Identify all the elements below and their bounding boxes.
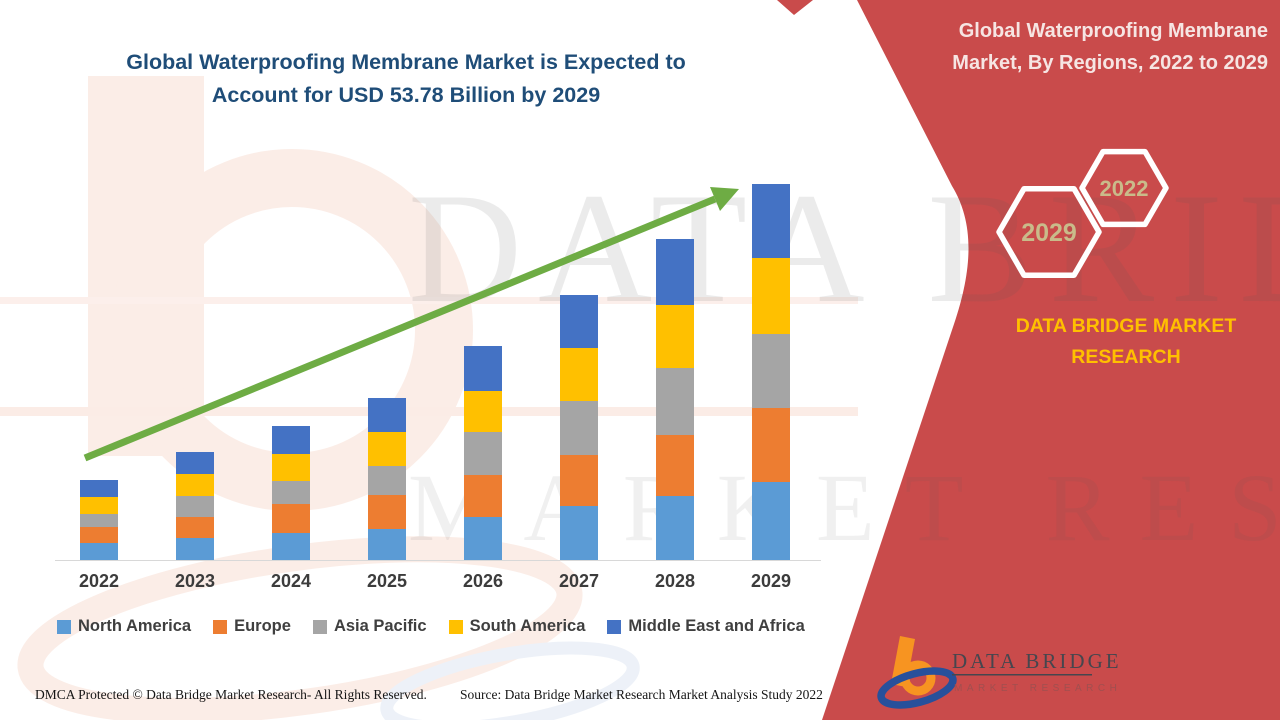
- x-axis-label-2023: 2023: [174, 571, 216, 591]
- legend-item-middle-east-and-africa: Middle East and Africa: [607, 617, 805, 636]
- bar-2023-segment-europe: [176, 517, 214, 539]
- bar-2025-segment-europe: [368, 494, 406, 530]
- legend-swatch-north-america: [57, 619, 71, 634]
- legend-item-europe: Europe: [213, 617, 291, 636]
- legend-item-south-america: South America: [448, 617, 586, 636]
- hexagon-badge-2029: 2029: [996, 185, 1102, 279]
- chart-legend: North America Europe Asia Pacific South Ame…: [57, 617, 805, 636]
- bar-2022-segment-middle-east-and-africa: [80, 480, 118, 498]
- x-axis-label-2027: 2027: [558, 571, 600, 591]
- bar-2026-segment-europe: [464, 475, 502, 518]
- badge-year-2022: 2022: [1100, 176, 1149, 201]
- bar-2024-segment-europe: [272, 504, 310, 533]
- x-axis-labels: 2022 2023 2024 2025 2026 2027 2028 2029: [55, 571, 821, 597]
- bar-2029-segment-south-america: [752, 258, 790, 334]
- panel-title-line2: Market, By Regions, 2022 to 2029: [952, 52, 1268, 74]
- legend-swatch-asia-pacific: [312, 619, 327, 634]
- x-axis-label-2025: 2025: [366, 571, 408, 591]
- bar-2029-segment-middle-east-and-africa: [752, 183, 790, 259]
- logo-mark: [877, 636, 957, 709]
- bar-2026-segment-north-america: [464, 517, 502, 560]
- legend-swatch-europe: [213, 619, 228, 634]
- legend-label-asia-pacific: Asia Pacific: [333, 617, 427, 635]
- red-top-notch: [777, 0, 813, 15]
- bar-2028-segment-north-america: [656, 496, 694, 560]
- footer-copyright: DMCA Protected © Data Bridge Market Rese…: [35, 687, 427, 702]
- x-axis-label-2028: 2028: [654, 571, 696, 591]
- chart-title: Global Waterproofing Membrane Market is …: [66, 46, 746, 112]
- x-axis-label-2029: 2029: [750, 571, 792, 591]
- bar-2022-segment-asia-pacific: [80, 513, 118, 528]
- x-axis-label-2024: 2024: [270, 571, 312, 591]
- panel-title: Global Waterproofing Membrane Market, By…: [876, 15, 1268, 79]
- bar-2022-segment-europe: [80, 527, 118, 544]
- logo-wordmark: DATA BRIDGE: [952, 649, 1122, 673]
- bar-2022: [80, 480, 118, 560]
- bar-2027-segment-europe: [560, 455, 598, 507]
- bar-2027-segment-north-america: [560, 506, 598, 560]
- bar-2029-segment-asia-pacific: [752, 333, 790, 409]
- legend-item-asia-pacific: Asia Pacific: [312, 617, 427, 636]
- bar-2025-segment-asia-pacific: [368, 465, 406, 495]
- legend-label-north-america: North America: [78, 617, 192, 635]
- legend-label-europe: Europe: [234, 617, 291, 635]
- bar-2029-segment-europe: [752, 408, 790, 483]
- badge-year-2029: 2029: [1021, 219, 1077, 247]
- chart-title-line2: Account for USD 53.78 Billion by 2029: [211, 83, 601, 107]
- logo-b-stem: [891, 636, 915, 687]
- bar-2029: [752, 183, 790, 560]
- logo-subtitle: MARKET RESEARCH: [954, 683, 1121, 694]
- bar-2023-segment-asia-pacific: [176, 495, 214, 518]
- panel-title-line1: Global Waterproofing Membrane: [958, 20, 1268, 42]
- logo-underline: [952, 674, 1092, 676]
- hexagon-badge-2022: 2022: [1079, 148, 1169, 228]
- bar-2022-segment-north-america: [80, 543, 118, 560]
- bar-2024-segment-north-america: [272, 532, 310, 560]
- x-axis-label-2026: 2026: [462, 571, 504, 591]
- legend-label-south-america: South America: [469, 617, 586, 635]
- footer-source: Source: Data Bridge Market Research Mark…: [460, 687, 823, 702]
- legend-swatch-south-america: [448, 619, 463, 634]
- red-side-panel: [822, 0, 1280, 720]
- bar-2029-segment-north-america: [752, 482, 790, 560]
- bar-2024-segment-asia-pacific: [272, 480, 310, 505]
- brand-line2: RESEARCH: [1071, 346, 1181, 368]
- bar-2025-segment-north-america: [368, 529, 406, 560]
- bar-2023-segment-north-america: [176, 538, 214, 560]
- brand-line1: DATA BRIDGE MARKET: [1015, 315, 1237, 337]
- legend-label-middle-east-and-africa: Middle East and Africa: [628, 617, 805, 635]
- bar-2023-segment-south-america: [176, 473, 214, 496]
- x-axis-label-2022: 2022: [78, 571, 120, 591]
- chart-title-line1: Global Waterproofing Membrane Market is …: [126, 50, 686, 74]
- bar-2022-segment-south-america: [80, 497, 118, 514]
- legend-item-north-america: North America: [57, 617, 191, 636]
- brand-wordmark: DATA BRIDGE MARKET RESEARCH: [1000, 311, 1252, 373]
- legend-swatch-middle-east-and-africa: [607, 619, 622, 634]
- logo-swoosh: [877, 667, 957, 709]
